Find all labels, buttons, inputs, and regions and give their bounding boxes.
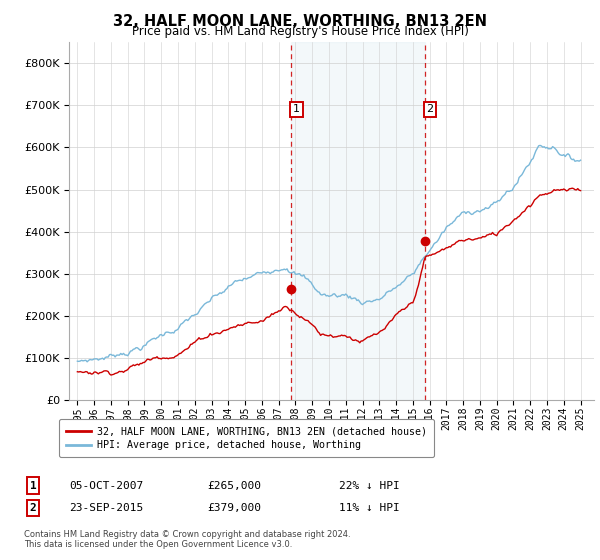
Text: 05-OCT-2007: 05-OCT-2007 (69, 480, 143, 491)
Text: Contains HM Land Registry data © Crown copyright and database right 2024.: Contains HM Land Registry data © Crown c… (24, 530, 350, 539)
Text: £379,000: £379,000 (207, 503, 261, 513)
Text: 23-SEP-2015: 23-SEP-2015 (69, 503, 143, 513)
Text: 22% ↓ HPI: 22% ↓ HPI (339, 480, 400, 491)
Text: 11% ↓ HPI: 11% ↓ HPI (339, 503, 400, 513)
Text: 1: 1 (293, 105, 300, 114)
Text: £265,000: £265,000 (207, 480, 261, 491)
Legend: 32, HALF MOON LANE, WORTHING, BN13 2EN (detached house), HPI: Average price, det: 32, HALF MOON LANE, WORTHING, BN13 2EN (… (59, 419, 434, 458)
Bar (291, 42, 425, 400)
Text: 2: 2 (29, 503, 37, 513)
Text: This data is licensed under the Open Government Licence v3.0.: This data is licensed under the Open Gov… (24, 540, 292, 549)
Text: 2: 2 (427, 105, 434, 114)
Text: 1: 1 (29, 480, 37, 491)
Text: 32, HALF MOON LANE, WORTHING, BN13 2EN: 32, HALF MOON LANE, WORTHING, BN13 2EN (113, 14, 487, 29)
Text: Price paid vs. HM Land Registry's House Price Index (HPI): Price paid vs. HM Land Registry's House … (131, 25, 469, 38)
